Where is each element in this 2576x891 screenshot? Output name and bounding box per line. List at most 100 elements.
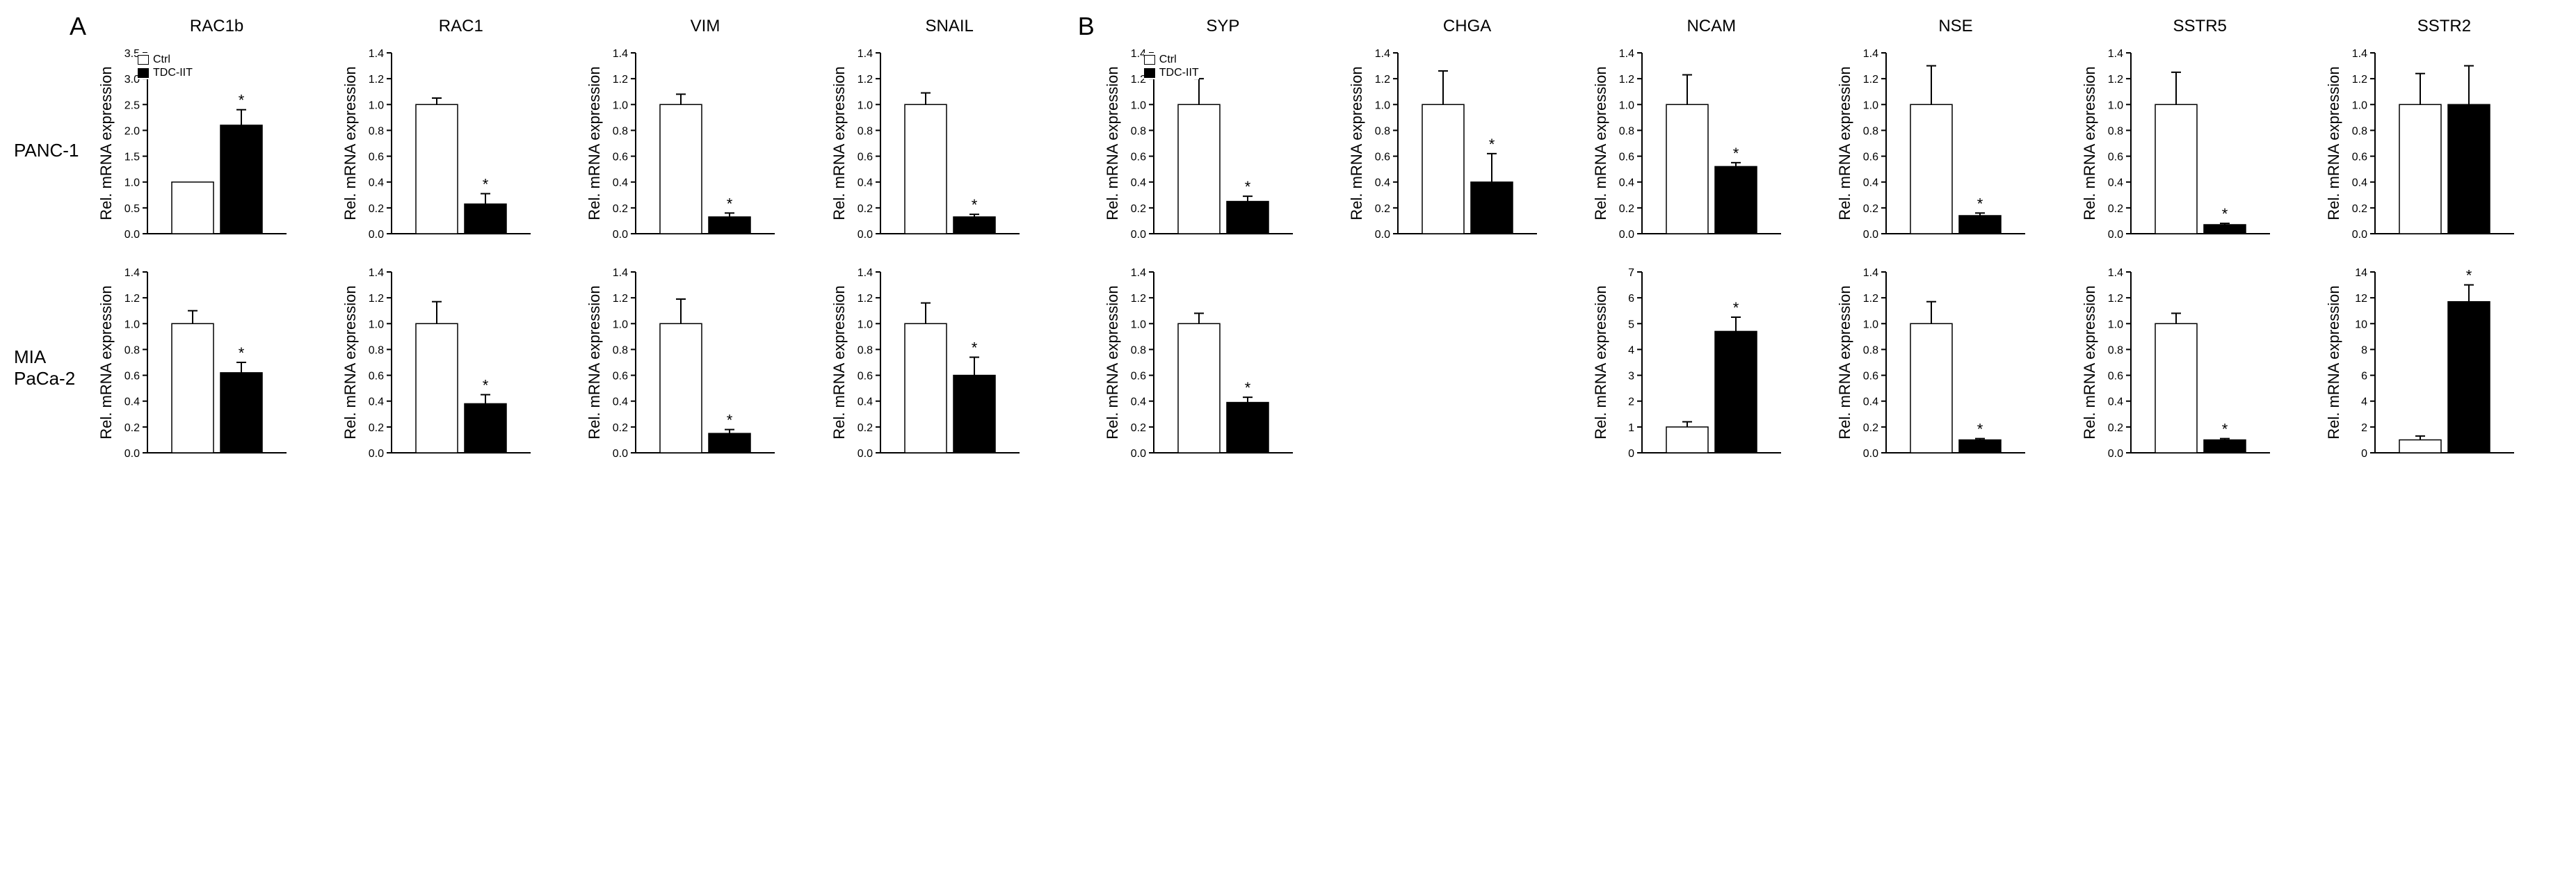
bar-chart: 0.00.20.40.60.81.01.21.4*Rel. mRNA expre… <box>1105 46 1300 255</box>
y-axis-label: Rel. mRNA expression <box>1349 66 1365 220</box>
ytick-label: 0.5 <box>124 203 140 215</box>
y-axis-label: Rel. mRNA expression <box>2082 66 2098 220</box>
bar-chart: 0.00.20.40.60.81.01.21.4Rel. mRNA expres… <box>2326 46 2521 255</box>
bar-chart: 02468101214*Rel. mRNA expression <box>2326 265 2521 474</box>
ytick-label: 1.0 <box>613 319 628 330</box>
ytick-label: 1.4 <box>1131 267 1146 279</box>
ytick-label: 0.4 <box>2107 177 2123 189</box>
bar-chart: 0.00.20.40.60.81.01.21.4*Rel. mRNA expre… <box>587 46 782 255</box>
bar-chart: 0.00.20.40.60.81.01.21.4*Rel. mRNA expre… <box>343 46 538 255</box>
ytick-label: 1.0 <box>124 319 140 330</box>
column-title: RAC1b <box>99 17 335 39</box>
bar-chart: 0.00.20.40.60.81.01.21.4*Rel. mRNA expre… <box>1837 265 2032 474</box>
ytick-label: 1.4 <box>857 48 872 60</box>
ytick-label: 0.4 <box>2107 396 2123 408</box>
significance-star: * <box>1489 136 1495 153</box>
ctrl-bar <box>905 323 947 453</box>
treat-bar <box>465 403 506 453</box>
ytick-label: 0.8 <box>124 344 140 356</box>
chart-cell: 0.00.20.40.60.81.01.21.4*Rel. mRNA expre… <box>343 265 579 474</box>
significance-star: * <box>1977 421 1983 438</box>
ytick-label: 0.2 <box>1863 422 1878 434</box>
ytick-label: 0.6 <box>1863 152 1878 163</box>
ytick-label: 4 <box>1628 344 1634 356</box>
ytick-label: 0.4 <box>1131 396 1146 408</box>
column-title: NSE <box>1837 17 2073 39</box>
significance-star: * <box>971 196 977 214</box>
ytick-label: 1.0 <box>613 99 628 111</box>
ytick-label: 0.4 <box>613 396 628 408</box>
ytick-label: 0.2 <box>613 203 628 215</box>
ytick-label: 0.4 <box>857 177 872 189</box>
ytick-label: 6 <box>2361 371 2367 383</box>
column-title: CHGA <box>1349 17 1585 39</box>
bar-chart: 0.00.20.40.60.81.01.21.4*Rel. mRNA expre… <box>1593 46 1788 255</box>
ytick-label: 0.2 <box>857 203 872 215</box>
ctrl-bar <box>1666 427 1708 453</box>
legend-ctrl-label: Ctrl <box>1159 53 1177 66</box>
ytick-label: 0.0 <box>2107 448 2123 460</box>
ytick-label: 0.2 <box>369 203 384 215</box>
ytick-label: 0.8 <box>1131 125 1146 137</box>
chart-cell: 0.00.20.40.60.81.01.21.4*Rel. mRNA expre… <box>587 46 823 255</box>
ytick-label: 1.4 <box>2107 267 2123 279</box>
treat-bar <box>1959 440 2001 453</box>
bar-chart: 0.00.20.40.60.81.01.21.4*Rel. mRNA expre… <box>343 265 538 474</box>
ytick-label: 1.0 <box>2107 319 2123 330</box>
ytick-label: 0.6 <box>1131 371 1146 383</box>
ytick-label: 1.2 <box>2107 74 2123 86</box>
legend: CtrlTDC-IIT <box>138 53 193 79</box>
ytick-label: 0.4 <box>1131 177 1146 189</box>
treat-bar <box>1715 166 1757 234</box>
ytick-label: 1.2 <box>613 293 628 305</box>
chart-cell: 0.00.20.40.60.81.01.21.4*Rel. mRNA expre… <box>1105 265 1341 474</box>
ytick-label: 0.4 <box>1619 177 1634 189</box>
ytick-label: 10 <box>2355 319 2367 330</box>
chart-cell: 0.00.51.01.52.02.53.03.5*Rel. mRNA expre… <box>99 46 335 255</box>
ytick-label: 1.0 <box>1863 99 1878 111</box>
ytick-label: 6 <box>1628 293 1634 305</box>
treat-bar <box>709 217 750 234</box>
chart-cell: 0.00.20.40.60.81.01.21.4*Rel. mRNA expre… <box>2082 46 2318 255</box>
ytick-label: 0.6 <box>1131 152 1146 163</box>
ytick-label: 1.4 <box>613 48 628 60</box>
ytick-label: 1.4 <box>124 267 140 279</box>
column-title: VIM <box>587 17 823 39</box>
ytick-label: 1.0 <box>1131 319 1146 330</box>
y-axis-label: Rel. mRNA expression <box>587 66 603 220</box>
ytick-label: 0.4 <box>369 177 384 189</box>
ytick-label: 0.8 <box>2107 344 2123 356</box>
ytick-label: 0.8 <box>1131 344 1146 356</box>
ytick-label: 0.4 <box>1863 396 1878 408</box>
ytick-label: 0.2 <box>1619 203 1634 215</box>
ytick-label: 0.0 <box>369 229 384 241</box>
ytick-label: 1.2 <box>1131 293 1146 305</box>
significance-star: * <box>1245 379 1251 396</box>
ytick-label: 1.4 <box>369 267 384 279</box>
ytick-label: 1.2 <box>857 74 872 86</box>
treat-bar <box>953 376 995 453</box>
ctrl-bar <box>660 104 702 234</box>
significance-star: * <box>239 344 245 362</box>
ytick-label: 0.6 <box>1863 371 1878 383</box>
ytick-label: 1.2 <box>369 293 384 305</box>
ytick-label: 0.6 <box>124 371 140 383</box>
chart-cell: 02468101214*Rel. mRNA expression <box>2326 265 2562 474</box>
treat-bar <box>2204 225 2246 234</box>
significance-star: * <box>1245 178 1251 195</box>
treat-bar <box>2204 440 2246 453</box>
legend-swatch <box>138 68 149 78</box>
ytick-label: 1.4 <box>2352 48 2367 60</box>
ytick-label: 1 <box>1628 422 1634 434</box>
row-label: PANC-1 <box>14 140 84 161</box>
y-axis-label: Rel. mRNA expression <box>99 66 115 220</box>
ytick-label: 0.6 <box>1375 152 1390 163</box>
treat-bar <box>465 204 506 234</box>
ytick-label: 1.2 <box>857 293 872 305</box>
ytick-label: 0.8 <box>2352 125 2367 137</box>
treat-bar <box>709 433 750 453</box>
ytick-label: 0.8 <box>613 125 628 137</box>
bar-chart: 0.00.20.40.60.81.01.21.4*Rel. mRNA expre… <box>832 265 1027 474</box>
chart-cell: 0.00.20.40.60.81.01.21.4*Rel. mRNA expre… <box>832 265 1068 474</box>
ytick-label: 0.0 <box>857 448 872 460</box>
